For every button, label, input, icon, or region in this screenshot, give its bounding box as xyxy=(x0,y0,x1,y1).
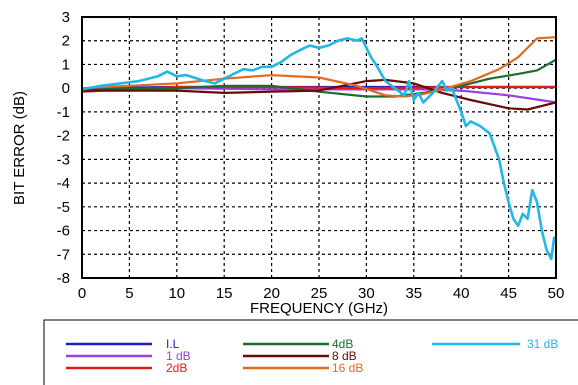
grid xyxy=(82,17,556,278)
legend-label: 16 dB xyxy=(332,361,363,375)
y-tick-label: 1 xyxy=(62,56,70,73)
y-tick-label: -8 xyxy=(57,270,70,287)
x-tick-label: 25 xyxy=(311,285,328,302)
y-tick-label: -5 xyxy=(57,199,70,216)
x-tick-labels: 0 5 10 15 20 25 30 35 40 45 50 xyxy=(78,285,565,302)
x-tick-label: 35 xyxy=(405,285,422,302)
series-line xyxy=(81,36,557,98)
plot-frame xyxy=(81,16,557,279)
legend-label: I.L xyxy=(166,337,180,351)
series-line xyxy=(81,37,558,261)
legend-label: 2dB xyxy=(166,361,187,375)
y-tick-label: -1 xyxy=(57,104,70,121)
y-tick-label: 3 xyxy=(62,9,70,26)
legend-label: 1 dB xyxy=(166,349,191,363)
legend-label: 8 dB xyxy=(332,349,357,363)
y-tick-label: -2 xyxy=(57,128,70,145)
y-tick-label: -3 xyxy=(57,151,70,168)
y-tick-label: -7 xyxy=(57,246,70,263)
x-tick-label: 20 xyxy=(263,285,280,302)
x-tick-label: 45 xyxy=(500,285,517,302)
x-tick-label: 30 xyxy=(358,285,375,302)
series-line xyxy=(81,58,557,98)
legend-label: 31 dB xyxy=(527,337,558,351)
x-tick-label: 50 xyxy=(548,285,565,302)
x-tick-label: 0 xyxy=(78,285,86,302)
y-tick-label: 0 xyxy=(62,80,70,97)
y-tick-label: -4 xyxy=(57,175,70,192)
legend-label: 4dB xyxy=(332,337,353,351)
x-tick-label: 15 xyxy=(216,285,233,302)
legend-box xyxy=(43,319,578,385)
x-tick-label: 10 xyxy=(168,285,185,302)
y-tick-label: -6 xyxy=(57,223,70,240)
x-tick-label: 5 xyxy=(125,285,133,302)
y-axis-label: BIT ERROR (dB) xyxy=(11,91,28,205)
series-layer xyxy=(81,36,558,261)
y-tick-label: 2 xyxy=(62,33,70,50)
x-tick-label: 40 xyxy=(453,285,470,302)
y-tick-labels: 3 2 1 0 -1 -2 -3 -4 -5 -6 -7 -8 xyxy=(57,9,70,287)
x-axis-label: FREQUENCY (GHz) xyxy=(250,300,388,317)
